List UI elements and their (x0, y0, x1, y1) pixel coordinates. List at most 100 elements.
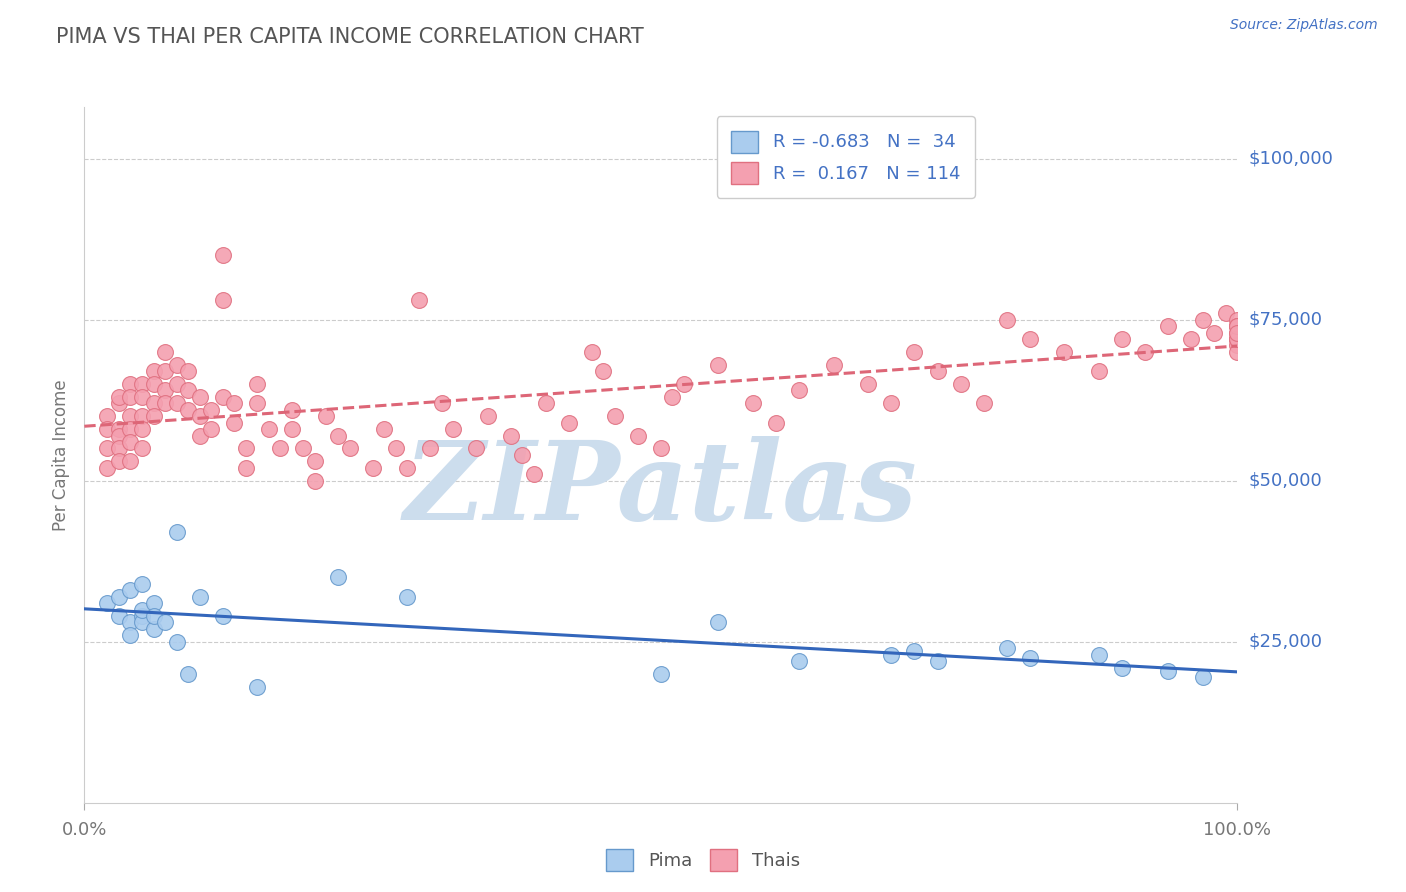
Point (281, 402, 304, 417)
Point (534, 396, 557, 410)
Legend: Pima, Thais: Pima, Thais (599, 842, 807, 879)
Point (131, 442, 153, 456)
Point (166, 525, 188, 540)
Point (973, 396, 995, 410)
Point (166, 396, 188, 410)
Point (995, 641, 1018, 656)
Point (108, 454, 131, 468)
Point (131, 377, 153, 392)
Point (787, 384, 810, 398)
Point (108, 609, 131, 624)
Point (108, 428, 131, 442)
Point (153, 344, 176, 359)
Text: $100,000: $100,000 (1249, 150, 1333, 168)
Text: $25,000: $25,000 (1249, 632, 1323, 651)
Point (269, 442, 291, 456)
Point (441, 422, 464, 436)
Point (477, 409, 499, 424)
Point (108, 590, 131, 604)
Point (707, 358, 730, 372)
Point (188, 590, 211, 604)
Point (131, 602, 153, 616)
Point (235, 460, 257, 475)
Point (166, 358, 188, 372)
Point (142, 364, 165, 378)
Point (1191, 312, 1213, 326)
Point (153, 364, 176, 378)
Point (211, 293, 233, 308)
Point (1215, 306, 1237, 320)
Text: $75,000: $75,000 (1249, 310, 1323, 328)
Point (927, 364, 949, 378)
Point (1226, 319, 1249, 334)
Point (200, 402, 222, 417)
Point (108, 396, 131, 410)
Point (246, 680, 269, 694)
Point (603, 409, 626, 424)
Point (108, 442, 131, 456)
Point (142, 596, 165, 610)
Point (1018, 651, 1040, 665)
Point (1226, 338, 1249, 352)
Point (131, 390, 153, 404)
Point (326, 428, 349, 442)
Point (361, 460, 384, 475)
Point (96, 596, 118, 610)
Point (224, 416, 246, 430)
Point (120, 628, 142, 642)
Point (880, 648, 903, 662)
Point (707, 615, 730, 630)
Point (142, 377, 165, 392)
Point (281, 422, 304, 436)
Point (1088, 648, 1111, 662)
Point (153, 396, 176, 410)
Point (246, 396, 269, 410)
Point (499, 428, 522, 442)
Point (131, 422, 153, 436)
Point (523, 467, 546, 482)
Point (108, 390, 131, 404)
Point (430, 396, 453, 410)
Point (1018, 332, 1040, 346)
Legend: R = -0.683   N =  34, R =  0.167   N = 114: R = -0.683 N = 34, R = 0.167 N = 114 (717, 116, 974, 198)
Point (224, 396, 246, 410)
Point (120, 390, 142, 404)
Point (512, 448, 534, 462)
Point (257, 422, 280, 436)
Point (627, 428, 650, 442)
Point (142, 396, 165, 410)
Point (419, 442, 441, 456)
Point (142, 609, 165, 624)
Text: $50,000: $50,000 (1249, 472, 1322, 490)
Point (557, 416, 579, 430)
Point (177, 384, 200, 398)
Point (177, 364, 200, 378)
Point (1226, 312, 1249, 326)
Point (153, 384, 176, 398)
Y-axis label: Per Capita Income: Per Capita Income (52, 379, 70, 531)
Point (1180, 332, 1202, 346)
Point (765, 416, 787, 430)
Point (120, 454, 142, 468)
Point (1111, 332, 1133, 346)
Point (120, 409, 142, 424)
Point (120, 583, 142, 598)
Point (211, 390, 233, 404)
Point (396, 590, 419, 604)
Point (384, 442, 406, 456)
Text: ZIPatlas: ZIPatlas (404, 436, 918, 543)
Point (108, 422, 131, 436)
Point (408, 293, 430, 308)
Point (120, 435, 142, 450)
Point (903, 344, 925, 359)
Point (235, 442, 257, 456)
Point (211, 609, 233, 624)
Point (1191, 670, 1213, 684)
Point (880, 396, 903, 410)
Point (661, 390, 683, 404)
Point (949, 377, 972, 392)
Point (1111, 660, 1133, 674)
Point (1157, 664, 1180, 678)
Point (292, 442, 315, 456)
Point (823, 358, 845, 372)
